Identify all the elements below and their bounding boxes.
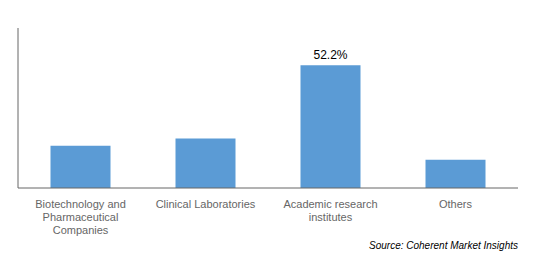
svg-text:Others: Others [439,198,473,210]
svg-text:52.2%: 52.2% [313,48,347,62]
svg-text:Academic researchinstitutes: Academic researchinstitutes [283,198,377,223]
html-text:Source: Coherent Market Insigh: Source: Coherent Market Insights [369,240,518,251]
svg-text:Clinical Laboratories: Clinical Laboratories [156,198,256,210]
svg-text:Biotechnology andPharmaceutica: Biotechnology andPharmaceuticalCompanies [35,198,126,236]
